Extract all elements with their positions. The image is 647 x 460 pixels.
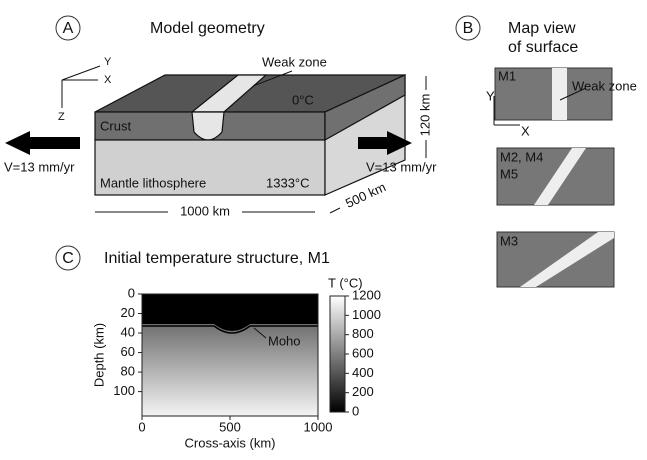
heatmap (142, 294, 318, 416)
y-tick-label: 20 (121, 305, 135, 320)
axes-icon (62, 66, 100, 108)
model-label: M3 (500, 233, 518, 248)
label: 1000 km (180, 203, 230, 218)
colorbar-tick-label: 1200 (352, 287, 381, 302)
colorbar (330, 296, 345, 412)
axis-label: Y (104, 56, 112, 68)
x-tick-label: 0 (138, 419, 145, 434)
axis-label: X (521, 123, 530, 138)
panel-title: of surface (508, 39, 578, 56)
y-tick-label: 40 (121, 324, 135, 339)
colorbar-tick-label: 400 (352, 365, 374, 380)
label: V=13 mm/yr (4, 159, 75, 174)
colorbar-tick-label: 1000 (352, 307, 381, 322)
panel-title: Map view (508, 20, 576, 37)
annotation: Moho (268, 333, 301, 348)
chart-title: Initial temperature structure, M1 (104, 250, 330, 267)
colorbar-tick-label: 800 (352, 326, 374, 341)
label: Weak zone (262, 54, 327, 69)
model-label: M5 (500, 166, 518, 181)
colorbar-tick-label: 200 (352, 384, 374, 399)
panel-title: Model geometry (150, 20, 265, 37)
panel-letter: C (62, 250, 74, 267)
label: Weak zone (572, 78, 637, 93)
x-tick-label: 500 (219, 419, 241, 434)
model-label: M2, M4 (500, 149, 543, 164)
axis-label: Z (58, 111, 65, 123)
axis-label: X (104, 74, 112, 86)
label: 1333°C (266, 175, 310, 190)
y-axis-label: Depth (km) (91, 323, 106, 387)
label: Mantle lithosphere (100, 175, 206, 190)
weak-zone (552, 68, 567, 120)
label: V=13 mm/yr (366, 159, 437, 174)
label: 120 km (417, 94, 432, 137)
figure: A Model geometry Y X Z Weak zone 0°C Cru… (0, 0, 647, 455)
label: 0°C (292, 92, 314, 107)
y-tick-label: 100 (113, 383, 135, 398)
x-axis-label: Cross-axis (km) (185, 435, 276, 450)
label: Crust (100, 118, 131, 133)
y-tick-label: 80 (121, 364, 135, 379)
x-tick-label: 1000 (304, 419, 333, 434)
axis-label: Y (486, 88, 495, 103)
panel-letter: A (63, 20, 74, 37)
arrow (5, 131, 80, 155)
y-tick-label: 60 (121, 344, 135, 359)
panel-letter: B (463, 20, 474, 37)
colorbar-tick-label: 0 (352, 403, 359, 418)
y-tick-label: 0 (128, 285, 135, 300)
model-label: M1 (498, 68, 516, 83)
dimension-line (330, 208, 340, 213)
colorbar-tick-label: 600 (352, 345, 374, 360)
